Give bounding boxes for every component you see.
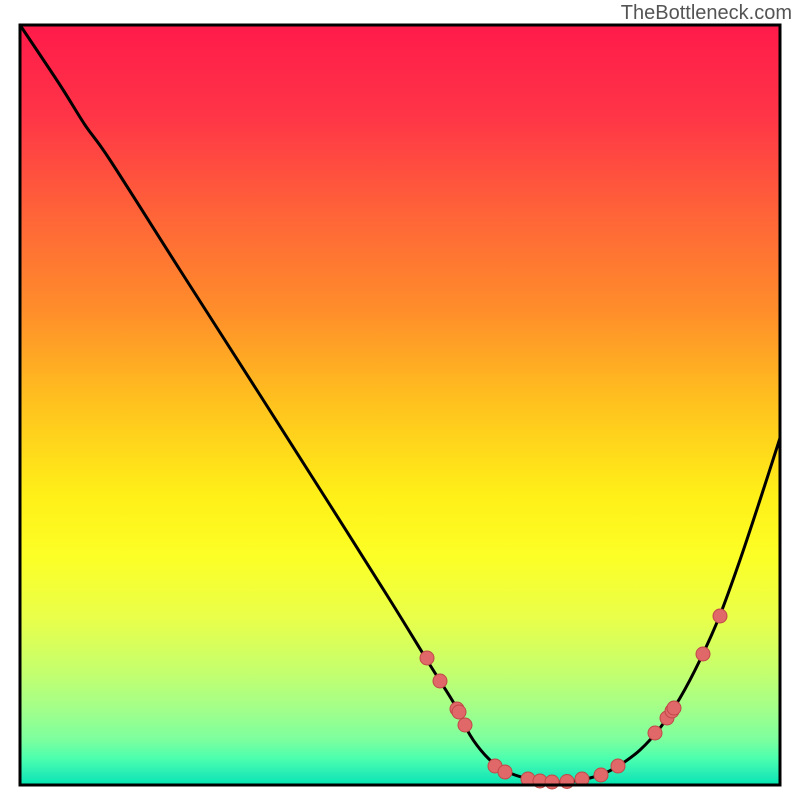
data-marker [594,768,608,782]
data-marker [713,609,727,623]
data-marker [458,718,472,732]
data-marker [433,674,447,688]
data-marker [420,651,434,665]
watermark-text: TheBottleneck.com [621,2,792,25]
data-marker [696,647,710,661]
data-marker [498,765,512,779]
data-marker [648,726,662,740]
chart-container: TheBottleneck.com [0,0,800,800]
data-marker [452,705,466,719]
data-marker [611,759,625,773]
plot-background [20,25,780,785]
data-marker [545,775,559,789]
data-marker [667,701,681,715]
bottleneck-chart [0,0,800,800]
